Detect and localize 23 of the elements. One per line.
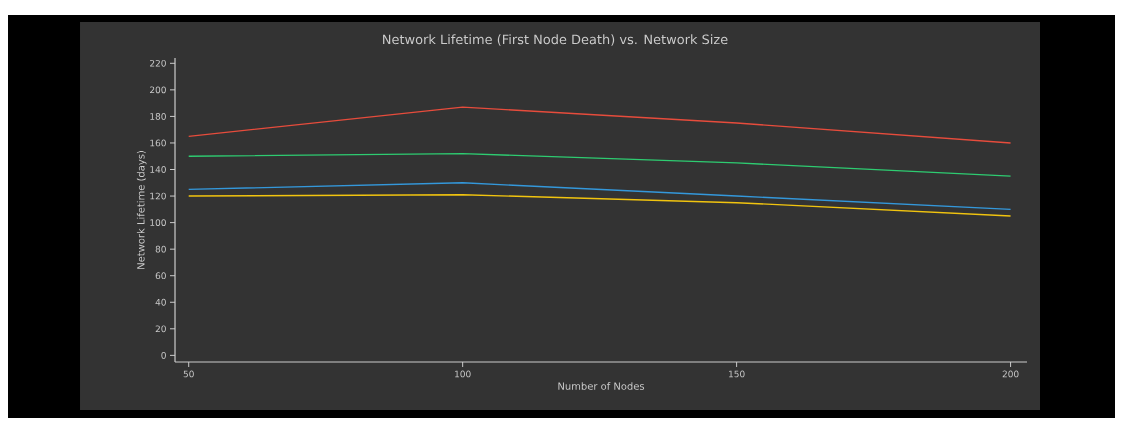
line-series — [188, 106, 1012, 144]
y-tick-label: 80 — [155, 245, 166, 253]
y-tick-label: 180 — [150, 113, 166, 120]
x-axis-title: Number of Nodes — [558, 382, 645, 390]
y-tick-label: 0 — [161, 351, 166, 359]
y-axis-title: Network Lifetime (days) — [136, 151, 147, 269]
line-series — [188, 182, 1012, 211]
line-series — [188, 194, 1012, 217]
line-series — [188, 152, 1012, 177]
y-tick-label: 100 — [150, 219, 166, 226]
y-tick-label: 60 — [155, 272, 166, 280]
y-tick-label: 140 — [150, 166, 166, 173]
y-tick-label: 120 — [150, 192, 166, 200]
x-tick-label: 50 — [183, 370, 194, 378]
y-tick-label: 220 — [150, 59, 166, 67]
y-tick-label: 200 — [150, 86, 166, 94]
x-tick-label: 200 — [1002, 370, 1019, 378]
y-tick-label: 20 — [155, 325, 166, 333]
y-tick-label: 40 — [155, 298, 166, 306]
chart-title: Network Lifetime (First Node Death) vs. Network Size — [383, 34, 728, 46]
x-tick-label: 150 — [729, 370, 745, 378]
y-tick-label: 160 — [150, 139, 166, 147]
x-tick-label: 100 — [455, 370, 471, 378]
